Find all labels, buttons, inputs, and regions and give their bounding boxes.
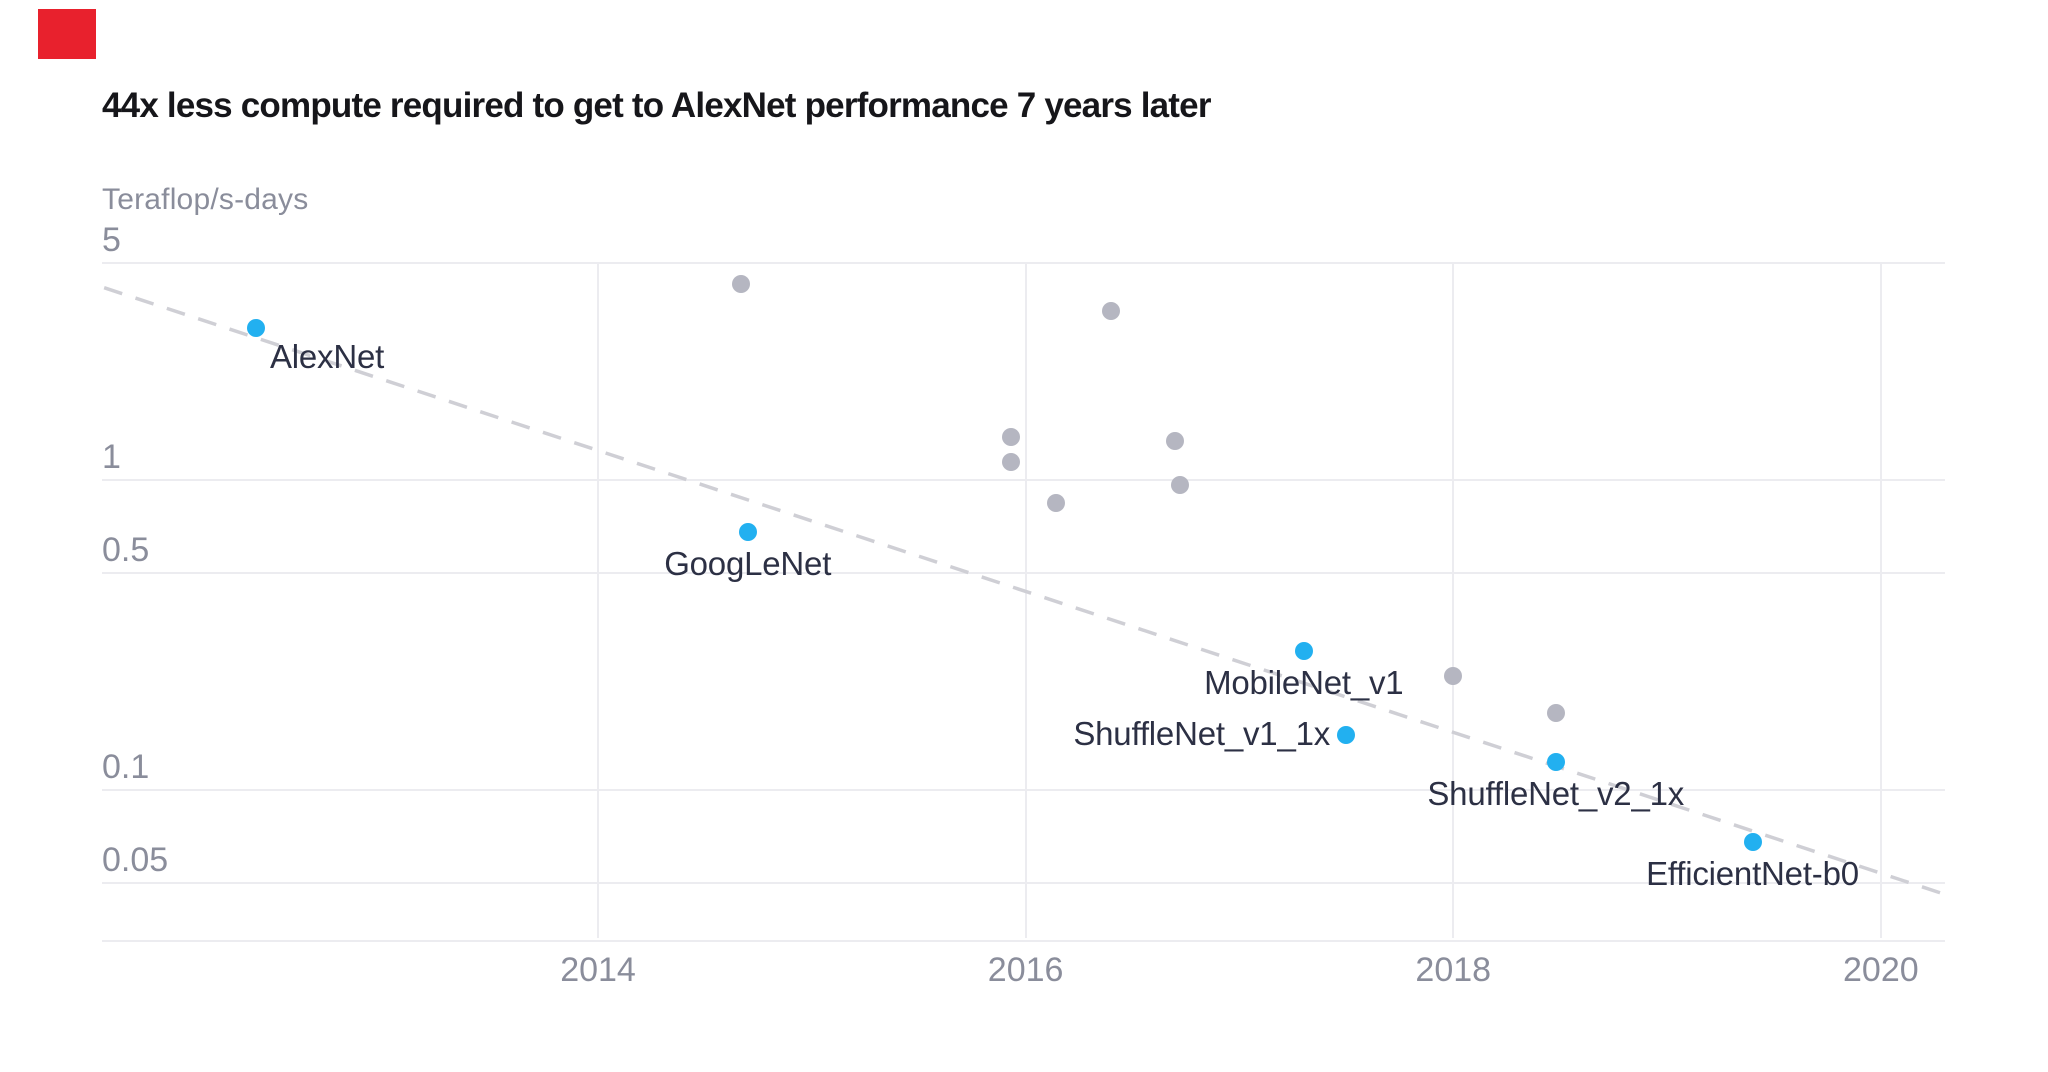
- h-gridline: [102, 572, 1945, 575]
- point-label-MobileNet_v1: MobileNet_v1: [1204, 664, 1404, 702]
- data-point-GoogLeNet: [738, 522, 757, 541]
- data-point-EfficientNet-b0: [1743, 832, 1762, 851]
- x-axis-tick-label: 2016: [987, 951, 1064, 989]
- point-label-ShuffleNet_v1_1x: ShuffleNet_v1_1x: [1073, 715, 1331, 753]
- data-point-ShuffleNet_v2_1x: [1546, 753, 1565, 772]
- v-gridline: [1879, 263, 1882, 938]
- x-axis-tick-label: 2020: [1843, 951, 1919, 989]
- v-gridline: [597, 263, 600, 938]
- data-point-unlabeled: [1166, 431, 1185, 450]
- data-point-unlabeled: [1001, 427, 1020, 446]
- y-axis-tick-label: 5: [102, 221, 121, 260]
- data-point-unlabeled: [732, 274, 751, 293]
- y-axis-tick-label: 1: [102, 437, 121, 476]
- y-axis-tick-label: 0.5: [102, 531, 150, 570]
- data-point-unlabeled: [1046, 494, 1065, 513]
- x-axis-tick-label: 2014: [560, 951, 636, 989]
- point-label-AlexNet: AlexNet: [269, 337, 385, 375]
- data-point-ShuffleNet_v1_1x: [1337, 726, 1356, 745]
- red-click-marker: [38, 9, 96, 59]
- h-gridline: [102, 478, 1945, 481]
- v-gridline: [1024, 263, 1027, 938]
- y-axis-tick-label: 0.05: [102, 841, 169, 880]
- point-label-GoogLeNet: GoogLeNet: [664, 544, 832, 582]
- data-point-unlabeled: [1001, 453, 1020, 472]
- data-point-unlabeled: [1102, 302, 1121, 321]
- y-axis-unit-label: Teraflop/s-days: [102, 183, 309, 216]
- y-axis-tick-label: 0.1: [102, 748, 150, 787]
- data-point-unlabeled: [1170, 476, 1189, 495]
- data-point-unlabeled: [1546, 704, 1565, 723]
- data-point-AlexNet: [246, 318, 265, 337]
- point-label-EfficientNet-b0: EfficientNet-b0: [1646, 854, 1859, 892]
- data-point-MobileNet_v1: [1294, 642, 1313, 661]
- data-point-unlabeled: [1444, 667, 1463, 686]
- h-gridline: [102, 262, 1945, 265]
- point-label-ShuffleNet_v2_1x: ShuffleNet_v2_1x: [1427, 775, 1685, 813]
- chart-title: 44x less compute required to get to Alex…: [102, 86, 1211, 125]
- x-axis-baseline: [102, 940, 1945, 942]
- v-gridline: [1452, 263, 1455, 938]
- x-axis-tick-label: 2018: [1415, 951, 1492, 989]
